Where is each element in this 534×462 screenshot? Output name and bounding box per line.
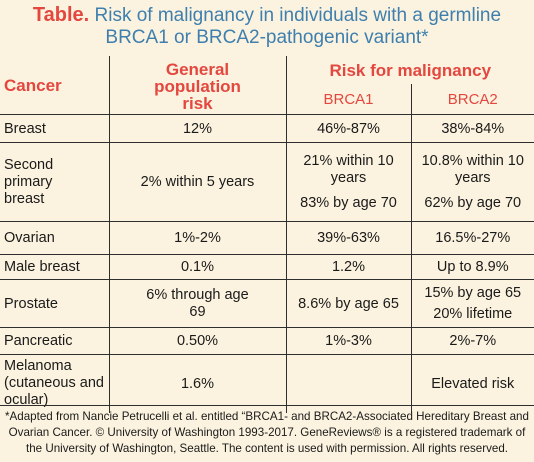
cell-brca1-line-2: years <box>330 169 367 186</box>
cell-brca2-line-1: 15% by age 65 <box>424 284 522 301</box>
header-brca1: BRCA1 <box>285 84 411 115</box>
cell-brca1: 8.6% by age 65 <box>285 279 411 328</box>
cell-general: 12% <box>108 114 286 143</box>
cell-general: 0.1% <box>108 254 286 280</box>
cell-cancer-line-2: breast <box>4 190 45 207</box>
cell-cancer: Ovarian <box>0 221 109 255</box>
cell-general: 1%-2% <box>108 221 286 255</box>
cell-general: 2% within 5 years <box>108 142 286 222</box>
cell-brca1-line-3: 83% by age 70 <box>300 194 397 211</box>
cell-brca1: 21% within 10 years 83% by age 70 <box>285 142 411 222</box>
cell-cancer: Melanoma (cutaneous and ocular) <box>0 354 109 413</box>
title-label: Table. <box>32 4 90 26</box>
header-general-risk: General population risk <box>108 56 286 115</box>
cell-brca1: 1%-3% <box>285 327 411 355</box>
cell-general-line-1: 6% through age <box>146 286 249 303</box>
cell-brca2-line-3: 62% by age 70 <box>424 194 522 211</box>
title-line-2: BRCA1 or BRCA2-pathogenic variant* <box>105 27 429 48</box>
title-line-1: Table. Risk of malignancy in individuals… <box>0 4 534 27</box>
cell-general: 6% through age 69 <box>108 279 286 328</box>
title-text-1: Risk of malignancy in individuals with a… <box>94 5 502 26</box>
header-cancer: Cancer <box>4 76 62 95</box>
cell-brca1: 1.2% <box>285 254 411 280</box>
table-title: Table. Risk of malignancy in individuals… <box>0 4 534 49</box>
cell-brca2: 38%-84% <box>410 114 534 143</box>
cell-cancer: Male breast <box>0 254 109 280</box>
cell-general: 1.6% <box>108 354 286 413</box>
footnote-line-2: Ovarian Cancer. © University of Washingt… <box>8 426 526 439</box>
cell-brca2: Elevated risk <box>410 354 534 413</box>
cell-brca1: 46%-87% <box>285 114 411 143</box>
table-row: Prostate 6% through age 69 8.6% by age 6… <box>0 279 534 328</box>
header-brca2: BRCA2 <box>410 84 534 115</box>
subheader-row: BRCA1 BRCA2 <box>0 84 534 115</box>
header-general-line-1: General <box>165 59 230 79</box>
cell-brca2: Up to 8.9% <box>410 254 534 280</box>
footnote-line-3: the University of Washington, Seattle. T… <box>25 442 508 455</box>
cell-cancer-line-2: (cutaneous and <box>4 375 104 392</box>
cell-brca2-line-2: 20% lifetime <box>433 305 513 322</box>
cell-brca2: 16.5%-27% <box>410 221 534 255</box>
cell-cancer: Pancreatic <box>0 327 109 355</box>
footnote-line-1: *Adapted from Nancie Petrucelli et al. e… <box>5 410 529 423</box>
risk-table: Cancer General population risk Risk for … <box>0 56 534 413</box>
cell-general-line-2: 69 <box>189 303 206 320</box>
cell-cancer-line-1: Melanoma <box>4 358 72 375</box>
cell-general: 0.50% <box>108 327 286 355</box>
cell-brca2-line-2: years <box>455 169 491 186</box>
table-row: Pancreatic 0.50% 1%-3% 2%-7% <box>0 327 534 355</box>
cell-cancer: Prostate <box>0 279 109 328</box>
cell-brca1: 39%-63% <box>285 221 411 255</box>
cell-cancer-line-3: ocular) <box>4 392 49 409</box>
table-row: Ovarian 1%-2% 39%-63% 16.5%-27% <box>0 221 534 255</box>
table-row: Breast 12% 46%-87% 38%-84% <box>0 114 534 143</box>
cell-cancer: Breast <box>0 114 109 143</box>
cell-cancer-line-1: Second primary <box>4 156 54 190</box>
table-row: Melanoma (cutaneous and ocular) 1.6% Ele… <box>0 354 534 413</box>
footnote: *Adapted from Nancie Petrucelli et al. e… <box>0 405 534 457</box>
header-general-line-3: risk <box>182 93 213 113</box>
cell-cancer: Second primary breast <box>0 142 109 222</box>
cell-brca2: 10.8% within 10 years 62% by age 70 <box>410 142 534 222</box>
cell-brca1 <box>285 354 411 413</box>
cell-brca2: 2%-7% <box>410 327 534 355</box>
table-row: Second primary breast 2% within 5 years … <box>0 142 534 222</box>
header-row: Cancer General population risk Risk for … <box>0 56 534 115</box>
cell-brca1-line-1: 21% within 10 <box>303 152 394 169</box>
header-risk-malignancy: Risk for malignancy <box>285 56 534 84</box>
header-general-line-2: population <box>154 76 241 96</box>
cell-brca2-line-1: 10.8% within 10 <box>421 152 524 169</box>
table-row: Male breast 0.1% 1.2% Up to 8.9% <box>0 254 534 280</box>
cell-brca2: 15% by age 65 20% lifetime <box>410 279 534 328</box>
